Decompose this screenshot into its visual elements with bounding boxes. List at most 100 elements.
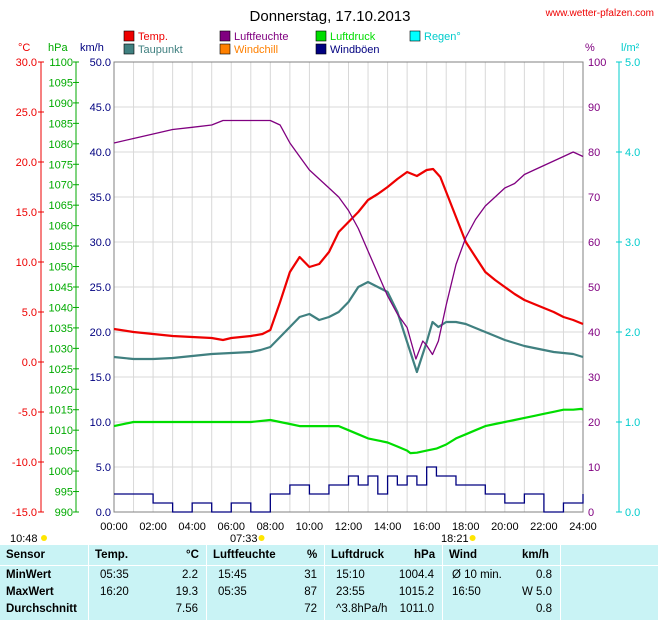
humidity-tick: 20 <box>588 417 600 429</box>
temp-tick: -5.0 <box>18 407 37 419</box>
sunrise-time: 07:33 <box>230 533 258 545</box>
pressure-tick: 995 <box>55 487 73 499</box>
rain-tick: 0.0 <box>625 507 640 519</box>
temp-tick: 30.0 <box>16 57 37 69</box>
x-tick: 24:00 <box>569 521 597 533</box>
stats-h-time: 05:35 <box>218 586 247 598</box>
stats-w-val: 0.8 <box>536 569 552 581</box>
temp-tick: 15.0 <box>16 207 37 219</box>
legend-swatch <box>315 43 327 55</box>
hdr-press-unit: hPa <box>414 549 436 561</box>
col-divider <box>324 545 325 620</box>
humidity-tick: 40 <box>588 327 600 339</box>
legend-label: Regen° <box>424 31 461 43</box>
hdr-wind-unit: km/h <box>522 549 549 561</box>
stats-t-time: 16:20 <box>100 586 129 598</box>
temp-unit-label: °C <box>18 42 30 54</box>
wind-tick: 35.0 <box>90 192 111 204</box>
wind-tick: 50.0 <box>90 57 111 69</box>
legend-swatch <box>219 43 231 55</box>
temp-tick: -15.0 <box>12 507 37 519</box>
daylength-time: 10:48 <box>10 533 38 545</box>
stats-t-val: 19.3 <box>175 586 198 598</box>
pressure-tick: 1050 <box>49 262 73 274</box>
x-tick: 02:00 <box>139 521 167 533</box>
col-divider <box>442 545 443 620</box>
series-line-luftfeuchte <box>113 119 584 360</box>
legend-label: Luftfeuchte <box>234 31 288 43</box>
pressure-tick: 1035 <box>49 323 73 335</box>
x-tick: 18:00 <box>452 521 480 533</box>
stats-p-val: 1011.0 <box>399 603 434 615</box>
legend-swatch <box>219 30 231 42</box>
pressure-tick: 1070 <box>49 180 73 192</box>
x-tick: 20:00 <box>491 521 519 533</box>
legend-label: Windböen <box>330 44 380 56</box>
wind-tick: 20.0 <box>90 327 111 339</box>
stats-label: Durchschnitt <box>6 603 77 615</box>
stats-w-val: W 5.0 <box>521 586 552 598</box>
sunrise-icon <box>258 535 265 541</box>
pressure-tick: 990 <box>55 507 73 519</box>
x-tick: 16:00 <box>413 521 441 533</box>
stats-p-time: 23:55 <box>336 586 365 598</box>
hdr-hum-unit: % <box>307 549 318 561</box>
pressure-tick: 1080 <box>49 139 73 151</box>
axes: -15.0 -10.0 -5.0 0.0 5.0 10.0 15.0 20.0 25.0 30.0… <box>12 57 640 533</box>
legend-swatch <box>315 30 327 42</box>
legend-label: Windchill <box>234 44 278 56</box>
rain-tick: 4.0 <box>625 147 640 159</box>
unit-labels: °C hPa km/h% l/m² <box>18 42 640 54</box>
stats-p-val: 1015.2 <box>398 586 434 598</box>
legend-swatch <box>123 30 135 42</box>
wind-tick: 45.0 <box>90 102 111 114</box>
hdr-temp-unit: °C <box>186 549 199 561</box>
stats-table: Sensor Temp. °C Luftfeuchte % Luftdruck … <box>0 545 658 620</box>
stats-p-val: 1004.4 <box>398 569 434 581</box>
stats-h-time: 15:45 <box>218 569 247 581</box>
legend-swatch <box>123 43 135 55</box>
col-divider <box>206 545 207 620</box>
pressure-tick: 1075 <box>49 159 73 171</box>
stats-w-desc: Ø 10 min. <box>452 569 502 581</box>
grid <box>113 61 584 513</box>
stats-h-val: 72 <box>304 603 317 615</box>
pressure-tick: 1005 <box>49 446 73 458</box>
wind-tick: 15.0 <box>90 372 111 384</box>
pressure-tick: 1095 <box>49 77 73 89</box>
series-line-taupunkt <box>113 280 584 374</box>
chart-title: Donnerstag, 17.10.2013 <box>250 8 411 25</box>
wind-tick: 30.0 <box>90 237 111 249</box>
stats-w-desc: 16:50 <box>452 586 481 598</box>
daylength-icon <box>41 535 47 541</box>
humidity-tick: 0 <box>588 507 594 519</box>
wind-tick: 25.0 <box>90 282 111 294</box>
pressure-tick: 1010 <box>49 425 73 437</box>
humidity-tick: 60 <box>588 237 600 249</box>
hdr-wind: Wind <box>449 549 477 561</box>
x-tick: 08:00 <box>257 521 285 533</box>
series-group <box>113 119 584 513</box>
humidity-tick: 50 <box>588 282 600 294</box>
wind-tick: 0.0 <box>96 507 111 519</box>
temp-tick: 0.0 <box>22 357 37 369</box>
wind-unit-label: km/h <box>80 42 104 54</box>
hdr-sensor: Sensor <box>6 549 45 561</box>
pressure-tick: 1055 <box>49 241 73 253</box>
stats-p-time: 15:10 <box>336 569 365 581</box>
stats-h-val: 31 <box>304 569 317 581</box>
temp-tick: 10.0 <box>16 257 37 269</box>
x-tick: 22:00 <box>530 521 558 533</box>
pressure-tick: 1045 <box>49 282 73 294</box>
humidity-tick: 10 <box>588 462 600 474</box>
rain-unit-label: l/m² <box>621 42 640 54</box>
pressure-tick: 1085 <box>49 118 73 130</box>
site-url[interactable]: www.wetter-pfalzen.com <box>545 8 654 19</box>
temp-tick: 25.0 <box>16 107 37 119</box>
series-line-temp <box>113 167 584 342</box>
series-line-windboeen <box>114 466 584 513</box>
rain-tick: 5.0 <box>625 57 640 69</box>
rain-tick: 3.0 <box>625 237 640 249</box>
pressure-tick: 1065 <box>49 200 73 212</box>
hdr-press: Luftdruck <box>331 549 385 561</box>
